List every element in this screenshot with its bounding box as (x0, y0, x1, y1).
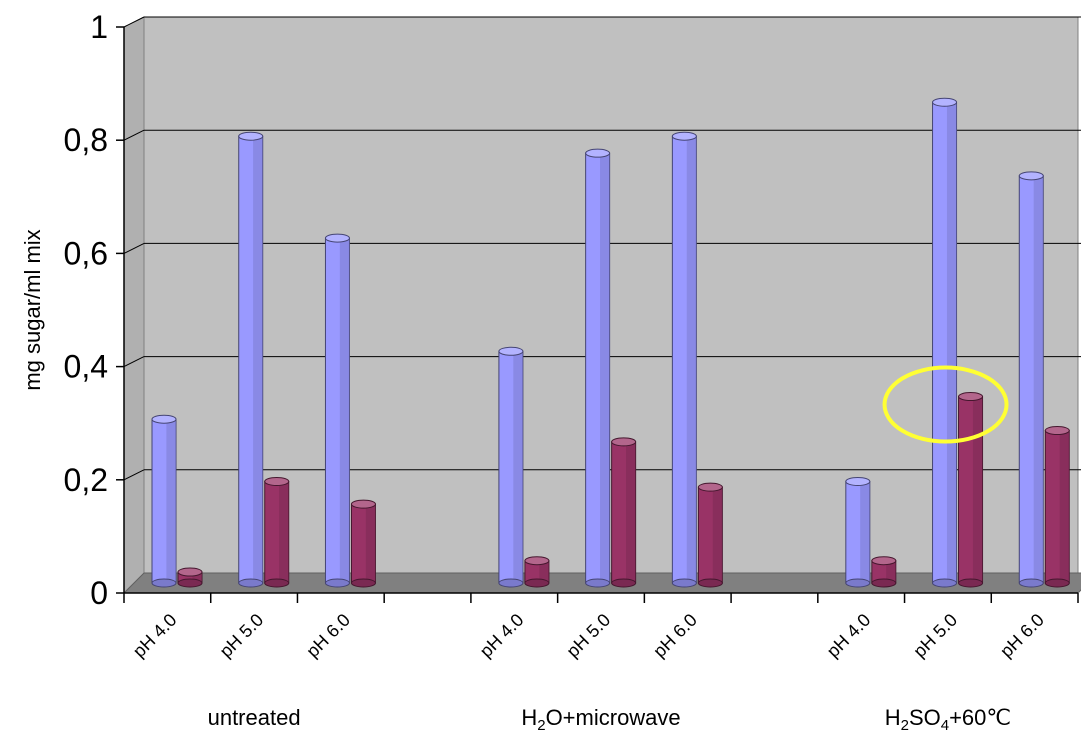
bar-top (498, 346, 524, 356)
bar-shade (1059, 430, 1070, 583)
bar-top (932, 97, 958, 107)
bar-shade (712, 487, 723, 583)
bar-shade (1033, 175, 1044, 583)
bar-base (932, 578, 958, 588)
y-tick-label: 0,2 (64, 462, 108, 498)
group-label-part: 4 (941, 717, 949, 733)
bar-shade (339, 238, 350, 583)
gridline-side (123, 356, 145, 368)
bar-top (524, 556, 550, 566)
bar-shade (539, 560, 549, 583)
x-category-label: pH 6.0 (996, 610, 1048, 662)
bar-base (845, 578, 871, 588)
bar-base (524, 578, 550, 588)
x-category-label: pH 6.0 (649, 610, 701, 662)
y-tick-label: 0,6 (64, 235, 108, 271)
bar-base (498, 578, 524, 588)
group-label-part: O+microwave (546, 705, 681, 730)
x-category-label: pH 5.0 (216, 610, 268, 662)
group-label-part: SO (909, 705, 941, 730)
gridline-side (123, 242, 145, 254)
bar-top (324, 233, 350, 243)
bar-top (177, 567, 203, 577)
bar-shade (279, 481, 289, 583)
bar-shade (600, 153, 610, 583)
plot-side-wall (123, 16, 145, 594)
group-label-part: +60℃ (949, 705, 1011, 730)
bar-top (845, 476, 871, 486)
highlight-circle (882, 365, 1009, 444)
bar-base (1018, 578, 1044, 588)
x-category-label: pH 5.0 (909, 610, 961, 662)
bar-base (697, 578, 723, 588)
bar-top (585, 148, 611, 158)
bar-shade (972, 396, 983, 583)
group-label-part: 2 (901, 717, 909, 733)
bar-top (697, 482, 723, 492)
x-group-label: untreated (208, 705, 301, 730)
group-label-part: H (885, 705, 901, 730)
group-label-part: 2 (537, 717, 545, 733)
x-category-label: pH 4.0 (823, 610, 875, 662)
group-label-part: H (521, 705, 537, 730)
bar-shade (253, 136, 263, 583)
bar-shade (626, 441, 636, 583)
bar-top (264, 476, 290, 486)
bar-shade (886, 560, 896, 583)
gridline-side (123, 129, 145, 141)
bar-base (611, 578, 637, 588)
bar-base (585, 578, 611, 588)
bar-base (671, 578, 697, 588)
bar-shade (946, 102, 957, 584)
bar-top (350, 499, 376, 509)
bar-top (1018, 171, 1044, 181)
x-category-label: pH 4.0 (129, 610, 181, 662)
bar-shade (166, 419, 176, 583)
bar-top (151, 414, 177, 424)
bar-base (177, 578, 203, 588)
x-category-label: pH 6.0 (302, 610, 354, 662)
bar-shade (860, 481, 870, 583)
bar-shade (192, 572, 202, 583)
bar-shade (513, 351, 523, 583)
bar-base (871, 578, 897, 588)
y-axis-title: mg sugar/ml mix (20, 229, 45, 390)
y-tick-label: 0,4 (64, 349, 108, 385)
gridline-side (123, 469, 145, 481)
x-category-label: pH 4.0 (476, 610, 528, 662)
bar-top (611, 437, 637, 447)
bar-base (264, 578, 290, 588)
y-tick-label: 0 (90, 575, 108, 611)
bar-base (958, 578, 984, 588)
bar-top (671, 131, 697, 141)
bar-base (1044, 578, 1070, 588)
gridline-side (123, 16, 145, 28)
bar-base (151, 578, 177, 588)
plot-back-wall (143, 16, 1079, 584)
x-group-label: H2O+microwave (521, 705, 680, 733)
bar-shade (686, 136, 697, 583)
y-tick-label: 0,8 (64, 122, 108, 158)
bar-base (324, 578, 350, 588)
y-tick-label: 1 (90, 9, 108, 45)
x-group-label: H2SO4+60℃ (885, 705, 1011, 733)
bar-base (350, 578, 376, 588)
bar-top (1044, 426, 1070, 436)
bar-top (238, 131, 264, 141)
bar-top (871, 556, 897, 566)
bar-shade (365, 504, 376, 583)
bar-top (958, 392, 984, 402)
bar-base (238, 578, 264, 588)
x-category-label: pH 5.0 (563, 610, 615, 662)
